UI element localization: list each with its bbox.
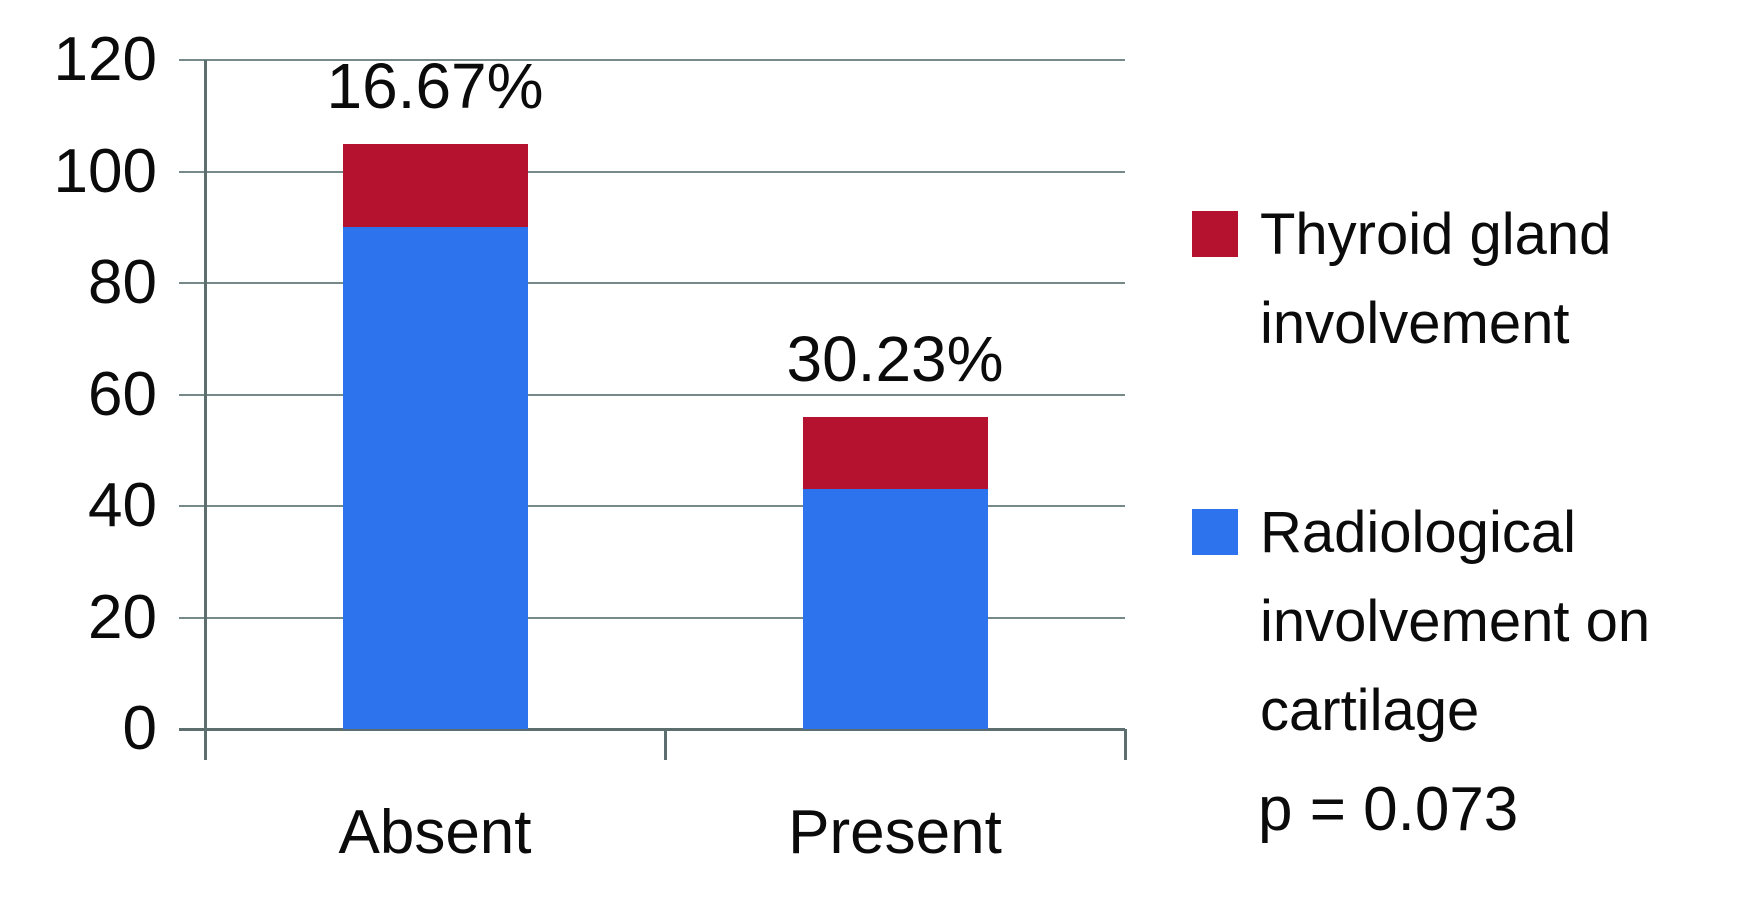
gridline xyxy=(179,505,1125,507)
category-label: Absent xyxy=(338,798,532,867)
category-label: Present xyxy=(788,798,1002,867)
y-tick-label: 0 xyxy=(122,694,157,763)
gridline xyxy=(179,170,1125,173)
legend-swatch-blue-square-icon xyxy=(1192,509,1238,555)
gridline xyxy=(179,59,1125,61)
y-tick-label: 40 xyxy=(88,471,157,540)
gridline xyxy=(179,616,1125,619)
bar-segment-thyroid xyxy=(342,143,528,228)
legend-label-radiological-involvement: Radiological involvement on cartilage xyxy=(1260,500,1651,743)
gridline xyxy=(179,282,1125,284)
x-axis-line xyxy=(179,728,1125,731)
gridline xyxy=(179,393,1125,396)
bar-segment-thyroid xyxy=(802,416,988,490)
bar-value-label: 30.23% xyxy=(786,322,1004,395)
y-tick-label: 100 xyxy=(53,136,157,206)
y-tick-label: 120 xyxy=(53,25,157,94)
y-axis-line xyxy=(204,60,207,760)
y-tick-label: 20 xyxy=(88,582,157,652)
y-tick-label: 80 xyxy=(88,248,157,317)
bar-value-label: 16.67% xyxy=(326,49,544,122)
x-axis-tick xyxy=(1124,729,1127,760)
legend-item-thyroid-gland-involvement: Thyroid gland involvement xyxy=(1192,190,1700,368)
y-tick-label: 60 xyxy=(88,359,157,429)
bar-segment-radiological xyxy=(802,489,988,729)
p-value-annotation: p = 0.073 xyxy=(1258,775,1519,844)
bar-segment-radiological xyxy=(342,227,528,729)
legend-swatch-red-square-icon xyxy=(1192,211,1238,257)
x-axis-tick xyxy=(664,729,667,760)
legend-item-radiological-involvement: Radiological involvement on cartilage xyxy=(1192,488,1700,755)
legend-label-thyroid-gland-involvement: Thyroid gland involvement xyxy=(1260,202,1612,356)
